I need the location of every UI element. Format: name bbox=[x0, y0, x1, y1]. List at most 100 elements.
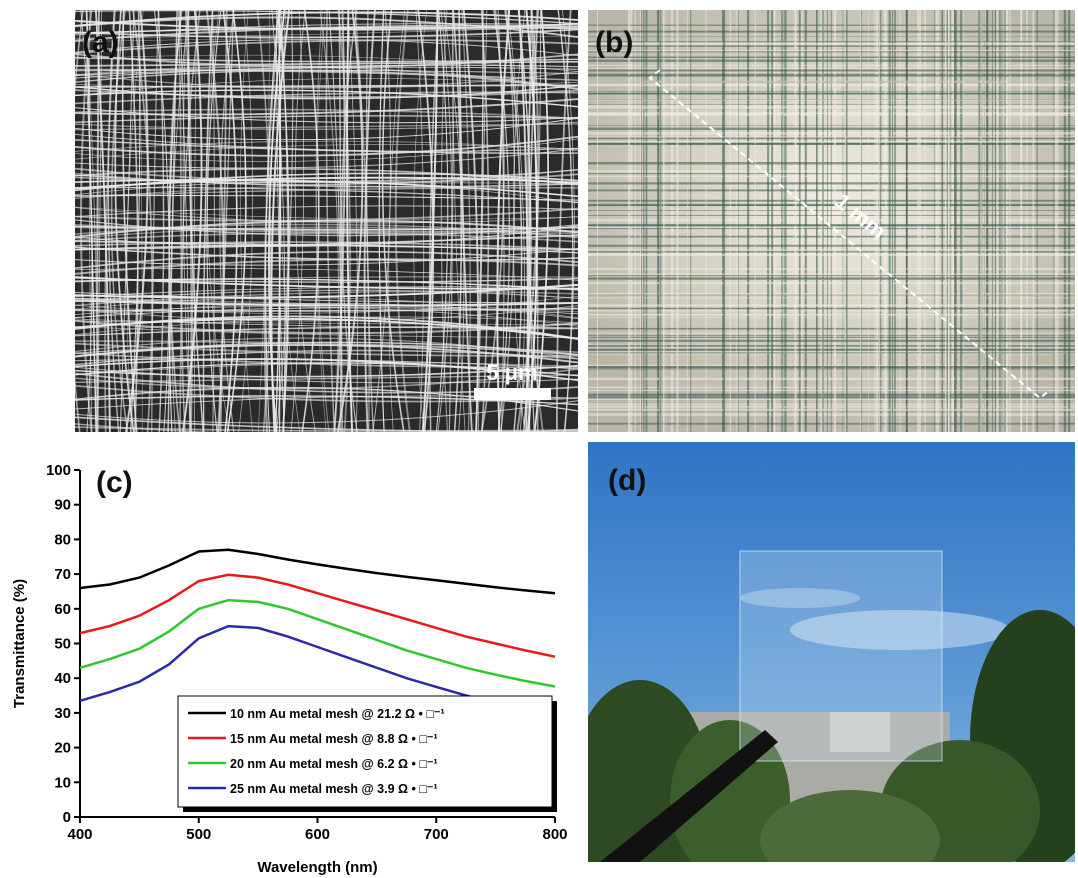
panel-label: (b) bbox=[595, 26, 633, 59]
y-tick-label: 40 bbox=[54, 670, 71, 687]
fiber bbox=[75, 305, 578, 322]
fiber bbox=[75, 278, 578, 291]
fiber bbox=[75, 174, 578, 188]
fiber bbox=[504, 10, 523, 432]
fiber bbox=[75, 362, 578, 376]
scale-label: 5 μm bbox=[486, 360, 537, 385]
fiber bbox=[347, 10, 358, 432]
panel-label: (a) bbox=[82, 26, 119, 59]
y-tick-label: 20 bbox=[54, 740, 71, 757]
fiber bbox=[363, 10, 376, 432]
fiber bbox=[75, 135, 578, 157]
fiber bbox=[75, 316, 578, 336]
legend-box bbox=[177, 695, 553, 808]
fiber bbox=[75, 358, 578, 382]
sem-image bbox=[75, 10, 578, 432]
fiber bbox=[226, 10, 247, 432]
fiber bbox=[452, 10, 463, 432]
fiber bbox=[80, 10, 93, 432]
fiber bbox=[496, 10, 511, 432]
fiber bbox=[500, 10, 516, 432]
y-tick-label: 10 bbox=[54, 774, 71, 791]
series-line bbox=[79, 598, 556, 688]
y-axis-label: Transmittance (%) bbox=[11, 579, 28, 708]
fiber bbox=[480, 10, 490, 432]
fiber bbox=[75, 10, 76, 19]
fiber bbox=[75, 291, 578, 304]
fiber bbox=[75, 296, 578, 314]
fiber bbox=[153, 10, 170, 432]
y-tick-label: 0 bbox=[63, 809, 71, 826]
y-tick-label: 50 bbox=[54, 636, 71, 653]
legend-label: 20 nm Au metal mesh @ 6.2 Ω • □⁻¹ bbox=[230, 757, 438, 771]
photo bbox=[588, 442, 1075, 862]
fiber bbox=[239, 10, 253, 432]
fiber bbox=[75, 326, 578, 338]
fiber bbox=[75, 223, 578, 238]
fiber bbox=[75, 374, 578, 383]
fiber bbox=[121, 10, 138, 432]
fiber bbox=[75, 195, 578, 201]
fiber bbox=[458, 10, 473, 432]
fiber bbox=[290, 10, 305, 432]
y-tick-label: 60 bbox=[54, 601, 71, 618]
fiber bbox=[440, 10, 449, 432]
x-axis-label: Wavelength (nm) bbox=[257, 859, 377, 876]
y-tick-label: 70 bbox=[54, 566, 71, 583]
fiber bbox=[75, 342, 578, 357]
fiber bbox=[132, 10, 154, 432]
fiber bbox=[325, 10, 336, 432]
fiber bbox=[75, 258, 578, 275]
fiber bbox=[276, 10, 294, 432]
fiber bbox=[75, 117, 578, 141]
fiber bbox=[75, 148, 578, 169]
series-line bbox=[79, 573, 556, 658]
fiber bbox=[477, 10, 488, 432]
fiber bbox=[202, 10, 214, 432]
fiber bbox=[75, 219, 578, 237]
fiber bbox=[114, 10, 135, 432]
fiber bbox=[75, 84, 578, 100]
x-tick-label: 600 bbox=[305, 826, 330, 843]
series-line bbox=[79, 548, 556, 595]
x-tick-label: 500 bbox=[186, 826, 211, 843]
fiber bbox=[341, 10, 358, 432]
fiber bbox=[75, 20, 578, 32]
scale-line bbox=[648, 69, 1051, 400]
fiber bbox=[75, 81, 578, 89]
x-tick-label: 400 bbox=[67, 826, 92, 843]
fiber bbox=[75, 22, 578, 36]
fiber bbox=[206, 10, 222, 432]
fiber bbox=[513, 10, 526, 432]
fiber bbox=[75, 68, 578, 82]
panel-label: (c) bbox=[96, 466, 133, 499]
x-tick-label: 800 bbox=[542, 826, 567, 843]
fiber bbox=[75, 297, 578, 319]
fiber bbox=[507, 10, 525, 432]
x-tick-label: 700 bbox=[424, 826, 449, 843]
fiber bbox=[75, 225, 578, 247]
legend-label: 10 nm Au metal mesh @ 21.2 Ω • □⁻¹ bbox=[230, 707, 445, 721]
y-tick-label: 100 bbox=[46, 462, 71, 479]
fiber bbox=[75, 89, 578, 99]
fiber bbox=[110, 10, 129, 432]
fiber bbox=[75, 138, 578, 162]
fiber bbox=[452, 10, 466, 432]
fiber bbox=[338, 10, 343, 432]
panel-label: (d) bbox=[608, 464, 646, 497]
fiber bbox=[328, 10, 342, 432]
fiber bbox=[270, 10, 291, 432]
fiber bbox=[75, 319, 578, 335]
fiber bbox=[75, 226, 578, 240]
fiber bbox=[75, 39, 578, 54]
fiber bbox=[75, 317, 578, 340]
fiber bbox=[75, 187, 578, 198]
fiber bbox=[75, 352, 578, 369]
fiber bbox=[75, 302, 578, 320]
fiber bbox=[179, 10, 190, 432]
chart: (c) 0 10 20 30 40 50 60 70 80 90 100 400 500 600 700 80… bbox=[11, 462, 568, 876]
fiber bbox=[75, 205, 578, 218]
fiber bbox=[75, 366, 578, 384]
legend-label: 25 nm Au metal mesh @ 3.9 Ω • □⁻¹ bbox=[230, 782, 438, 796]
y-tick-label: 30 bbox=[54, 705, 71, 722]
